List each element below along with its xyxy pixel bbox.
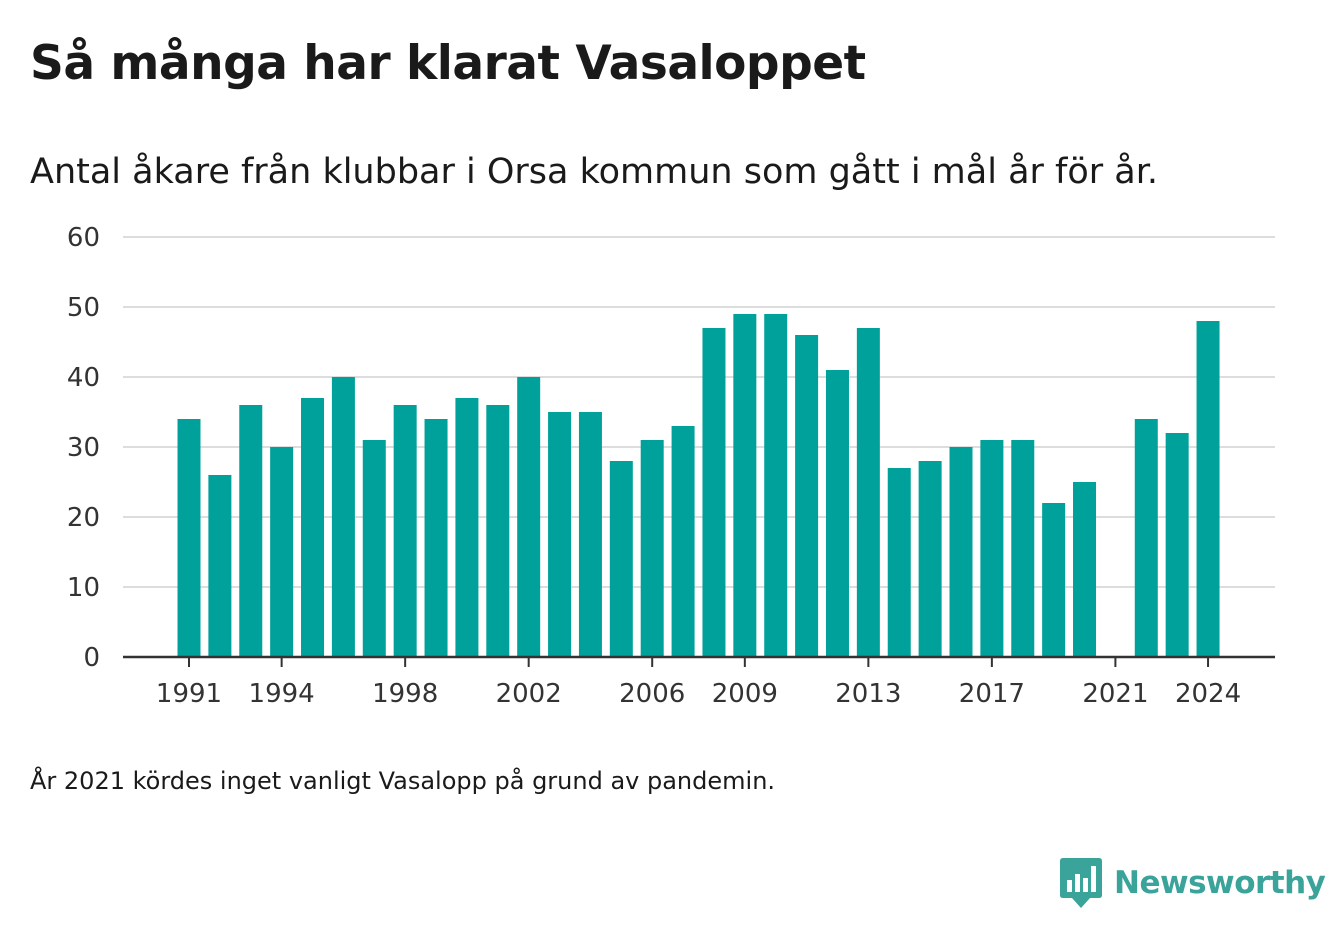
x-tick-label: 2002 [496,679,562,709]
bar-2020 [1073,482,1097,657]
bar-2003 [548,412,572,657]
brand: Newsworthy [1060,858,1326,908]
bar-2018 [1011,440,1035,657]
chart-subtitle: Antal åkare från klubbar i Orsa kommun s… [30,152,1159,192]
x-tick-label: 2013 [835,679,901,709]
x-tick-label: 1994 [249,679,315,709]
bar-2011 [795,335,819,657]
bar-1998 [393,405,417,657]
y-tick-label: 30 [67,433,100,463]
newsworthy-logo-icon [1060,858,1102,908]
bar-1993 [239,405,263,657]
bar-2001 [486,405,510,657]
bar-2019 [1042,503,1066,657]
y-tick-label: 50 [67,293,100,323]
y-tick-label: 20 [67,503,100,533]
bar-2012 [825,370,849,657]
bar-1999 [424,419,448,657]
bar-2024 [1196,321,1220,657]
bar-2004 [578,412,602,657]
footnote: År 2021 kördes inget vanligt Vasalopp på… [30,767,776,795]
bar-1996 [331,377,355,657]
bar-2006 [640,440,664,657]
y-tick-label: 60 [67,223,100,253]
x-tick-label: 2024 [1175,679,1241,709]
axes [123,655,1275,667]
y-tick-label: 40 [67,363,100,393]
bar-2023 [1165,433,1189,657]
bar-2008 [702,328,726,657]
y-tick-label: 0 [83,643,100,673]
y-tick-label: 10 [67,573,100,603]
bar-1995 [301,398,325,657]
x-tick-label: 1998 [372,679,438,709]
x-tick-label: 2017 [959,679,1025,709]
x-tick-label: 2021 [1082,679,1148,709]
bar-2002 [517,377,541,657]
bar-2010 [764,314,788,657]
x-tick-label: 2006 [619,679,685,709]
bars [177,314,1220,657]
bar-2013 [856,328,880,657]
bar-2016 [949,447,973,657]
bar-1994 [270,447,294,657]
bar-2007 [671,426,695,657]
bar-1992 [208,475,232,657]
x-tick-label: 2009 [712,679,778,709]
bar-2022 [1134,419,1158,657]
chart-title: Så många har klarat Vasaloppet [30,36,866,91]
bar-2015 [918,461,942,657]
tick-labels: 0 10 20 30 40 50 60 1991 1994 1998 2002 2006 2009 201… [67,223,1241,709]
bar-2005 [609,461,633,657]
bar-1997 [362,440,386,657]
x-tick-label: 1991 [156,679,222,709]
bar-2009 [733,314,757,657]
bar-2017 [980,440,1004,657]
bar-2000 [455,398,479,657]
grid-lines [123,236,1275,588]
bar-2014 [887,468,911,657]
brand-name: Newsworthy [1114,865,1326,901]
bar-1991 [177,419,201,657]
